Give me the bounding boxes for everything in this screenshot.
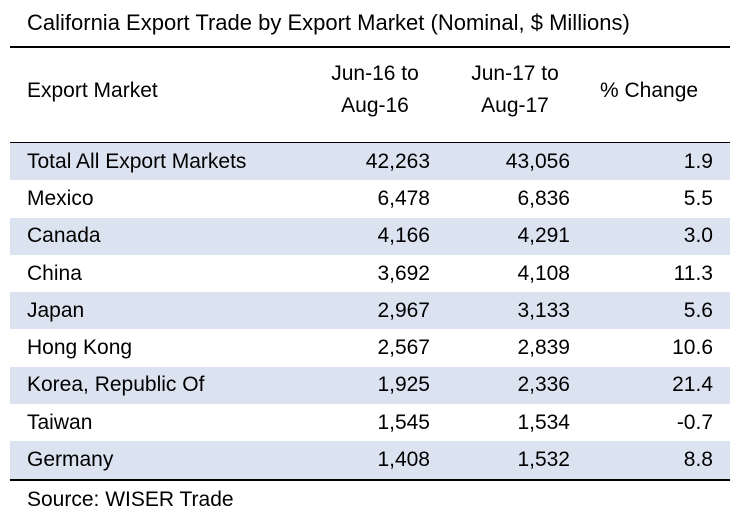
value-2016: 3,692 [377,261,430,285]
percent-change: 8.8 [683,448,713,472]
table-row: Germany 1,408 1,532 8.8 [10,441,730,479]
header-percent-change: % Change [600,79,699,102]
percent-change: 21.4 [672,373,713,397]
value-2017: 2,336 [517,373,570,397]
value-2016: 2,967 [377,298,430,322]
table-row: Canada 4,166 4,291 3.0 [10,217,730,255]
value-2017: 3,133 [517,298,570,322]
market-name: Total All Export Markets [27,149,247,173]
value-2017: 2,839 [517,336,570,360]
table-row: Hong Kong 2,567 2,839 10.6 [10,329,730,366]
header-period-2017-line1: Jun-17 to [471,62,559,85]
value-2016: 1,925 [377,373,430,397]
market-name: China [27,261,82,285]
market-name: Mexico [27,186,94,210]
source-note: Source: WISER Trade [27,488,234,511]
header-period-2016: Jun-16 to Aug-16 [305,58,445,122]
value-2016: 4,166 [377,224,430,248]
percent-change: -0.7 [676,410,713,434]
percent-change: 5.6 [683,298,713,322]
value-2016: 42,263 [365,149,430,173]
percent-change: 1.9 [683,149,713,173]
table-row: Japan 2,967 3,133 5.6 [10,292,730,330]
value-2016: 2,567 [377,336,430,360]
header-period-2017-line2: Aug-17 [481,94,549,117]
value-2017: 1,532 [517,448,570,472]
value-2017: 6,836 [517,186,570,210]
bottom-rule [10,479,730,481]
value-2016: 6,478 [377,186,430,210]
percent-change: 10.6 [672,336,713,360]
header-period-2017: Jun-17 to Aug-17 [445,58,585,122]
value-2016: 1,408 [377,448,430,472]
market-name: Germany [27,448,114,472]
top-rule [10,46,730,48]
market-name: Hong Kong [27,336,133,360]
percent-change: 3.0 [683,224,713,248]
table-row: Taiwan 1,545 1,534 -0.7 [10,404,730,441]
value-2017: 4,108 [517,261,570,285]
value-2016: 1,545 [377,410,430,434]
header-period-2016-line1: Jun-16 to [331,62,419,85]
value-2017: 43,056 [505,149,570,173]
header-period-2016-line2: Aug-16 [341,94,409,117]
percent-change: 11.3 [673,261,713,285]
market-name: Japan [27,298,85,322]
table-row: Mexico 6,478 6,836 5.5 [10,180,730,217]
market-name: Taiwan [27,410,93,434]
table-title: California Export Trade by Export Market… [27,10,630,35]
header-export-market: Export Market [27,79,158,102]
market-name: Korea, Republic Of [27,373,205,397]
table-row: Korea, Republic Of 1,925 2,336 21.4 [10,366,730,405]
header-rule [10,142,730,143]
market-name: Canada [27,224,101,248]
value-2017: 4,291 [517,224,570,248]
table-row: Total All Export Markets 42,263 43,056 1… [10,143,730,181]
percent-change: 5.5 [683,186,713,210]
table-body: Total All Export Markets 42,263 43,056 1… [10,143,730,479]
value-2017: 1,534 [517,410,570,434]
table-row: China 3,692 4,108 11.3 [10,255,730,292]
